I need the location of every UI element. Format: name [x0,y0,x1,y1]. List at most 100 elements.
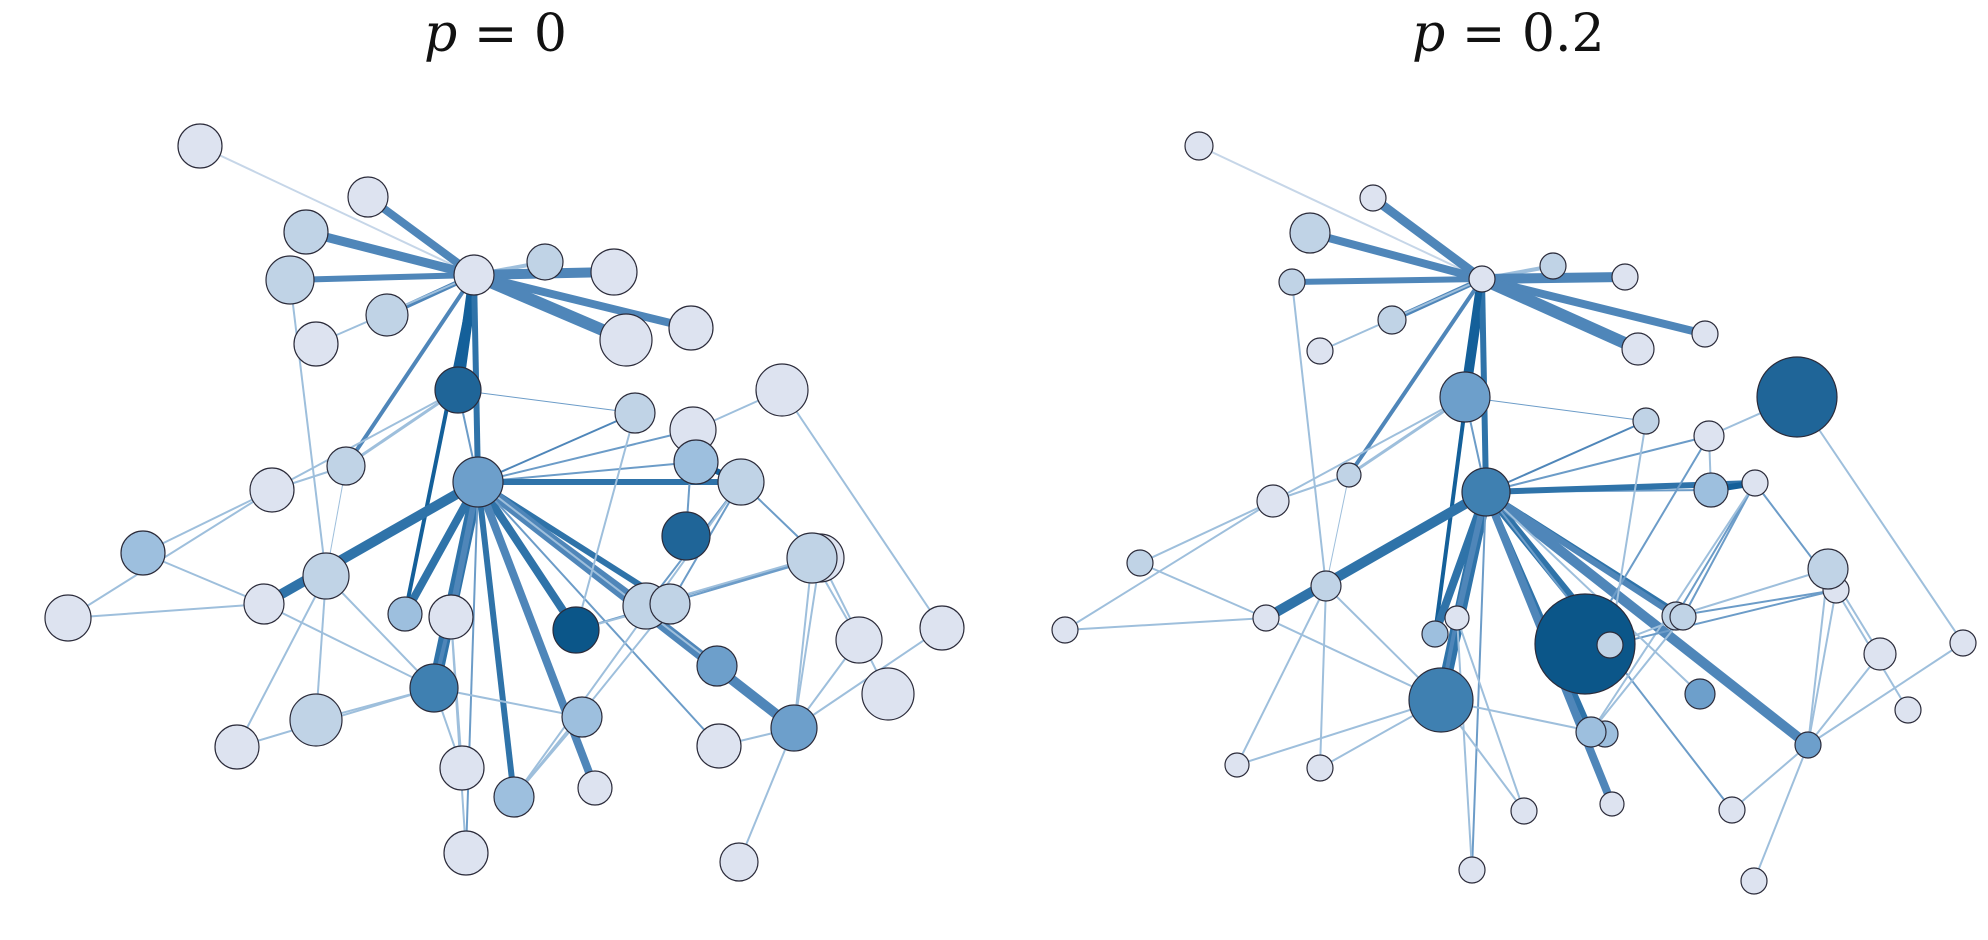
edge-left-62 [67,489,273,619]
edge-left-46 [781,389,943,629]
edge-left-13 [403,274,476,615]
node-right-1 [1359,184,1387,212]
node-right-10 [1691,320,1719,348]
node-right-20 [1310,570,1342,602]
node-right-31 [1051,616,1079,644]
edge-right-49 [1807,568,1829,746]
edge-left-29 [475,481,517,798]
node-left-34 [289,693,343,747]
edge-left-34 [477,429,694,483]
nodes-right [1051,131,1977,895]
edge-right-66 [1272,396,1466,502]
edge-right-8 [1481,275,1706,338]
edge-right-65 [1236,585,1327,766]
node-left-32 [919,605,965,651]
edge-left-28 [474,479,580,633]
edge-left-33 [477,481,720,747]
edge-right-26 [1263,487,1489,623]
node-left-27 [243,583,285,625]
edge-right-67 [1456,617,1473,871]
node-left-16 [717,458,765,506]
node-left-3 [265,255,315,305]
edge-right-40 [1682,482,1756,618]
node-left-4 [365,293,409,337]
edge-right-43 [1675,589,1837,617]
edge-right-39 [1675,482,1756,617]
node-right-11 [1756,356,1838,438]
edge-right-1 [1308,229,1484,283]
node-right-33 [1894,696,1922,724]
edge-right-68 [1456,617,1525,812]
edge-right-53 [1236,699,1442,766]
edge-left-31 [465,481,479,854]
node-left-8 [590,248,638,296]
node-right-22 [1534,593,1636,695]
edge-right-63 [1319,585,1327,769]
node-left-9 [599,313,653,367]
node-left-18 [120,530,166,576]
edge-left-1 [365,193,477,279]
edge-left-60 [142,489,273,554]
edge-right-70 [1753,744,1809,882]
node-right-18 [1126,549,1154,577]
edge-right-19 [1485,420,1647,493]
node-right-2 [1289,212,1331,254]
edge-left-51 [793,557,821,729]
node-left-6 [453,254,495,296]
node-left-44 [696,723,742,769]
edge-right-34 [1485,435,1710,493]
node-right-44 [1718,796,1746,824]
node-right-9 [1621,332,1655,366]
edge-left-66 [271,389,459,491]
title-variable: p [424,4,458,64]
node-right-37 [1444,605,1470,631]
node-left-33 [861,667,915,721]
edge-right-50 [1807,653,1881,746]
node-right-8 [1611,263,1639,291]
edge-right-0 [1198,145,1483,280]
edge-right-75 [1590,616,1684,733]
edge-left-55 [325,575,435,689]
edge-left-70 [738,727,795,863]
node-left-28 [409,663,459,713]
node-right-17 [1461,467,1511,517]
edge-left-9 [471,269,629,346]
edge-right-76 [1485,491,1701,695]
node-left-0 [177,123,223,169]
node-right-40 [1510,797,1538,825]
panel-title-right: p = 0.2 [1412,4,1605,64]
node-right-34 [1306,754,1334,782]
title-variable: p [1412,4,1446,64]
node-left-46 [719,842,759,882]
node-left-5 [293,321,339,367]
node-right-23 [1693,472,1729,508]
node-right-25 [1863,637,1897,671]
edge-right-13 [1433,278,1484,635]
node-right-38 [1224,752,1250,778]
edge-left-11 [344,273,476,468]
nodes-left [44,123,965,882]
node-right-41 [1599,791,1625,817]
node-right-0 [1184,131,1214,161]
node-left-26 [786,532,838,584]
edge-right-18 [1325,474,1350,587]
edge-right-46 [1796,396,1964,644]
edge-left-65 [236,575,327,748]
node-left-25 [835,616,883,664]
edge-right-51 [1807,589,1837,746]
edge-right-32 [1482,488,1812,749]
edge-right-11 [1347,277,1484,477]
edge-right-64 [1291,281,1327,587]
node-right-46 [1740,867,1768,895]
node-left-36 [649,583,691,625]
node-right-32 [1949,629,1977,657]
node-right-16 [1741,469,1769,497]
node-right-45 [1458,856,1486,884]
node-right-28 [1408,667,1474,733]
node-left-39 [561,696,603,738]
node-right-14 [1632,407,1660,435]
node-left-45 [443,830,489,876]
node-left-11 [755,363,809,417]
node-left-20 [302,552,350,600]
